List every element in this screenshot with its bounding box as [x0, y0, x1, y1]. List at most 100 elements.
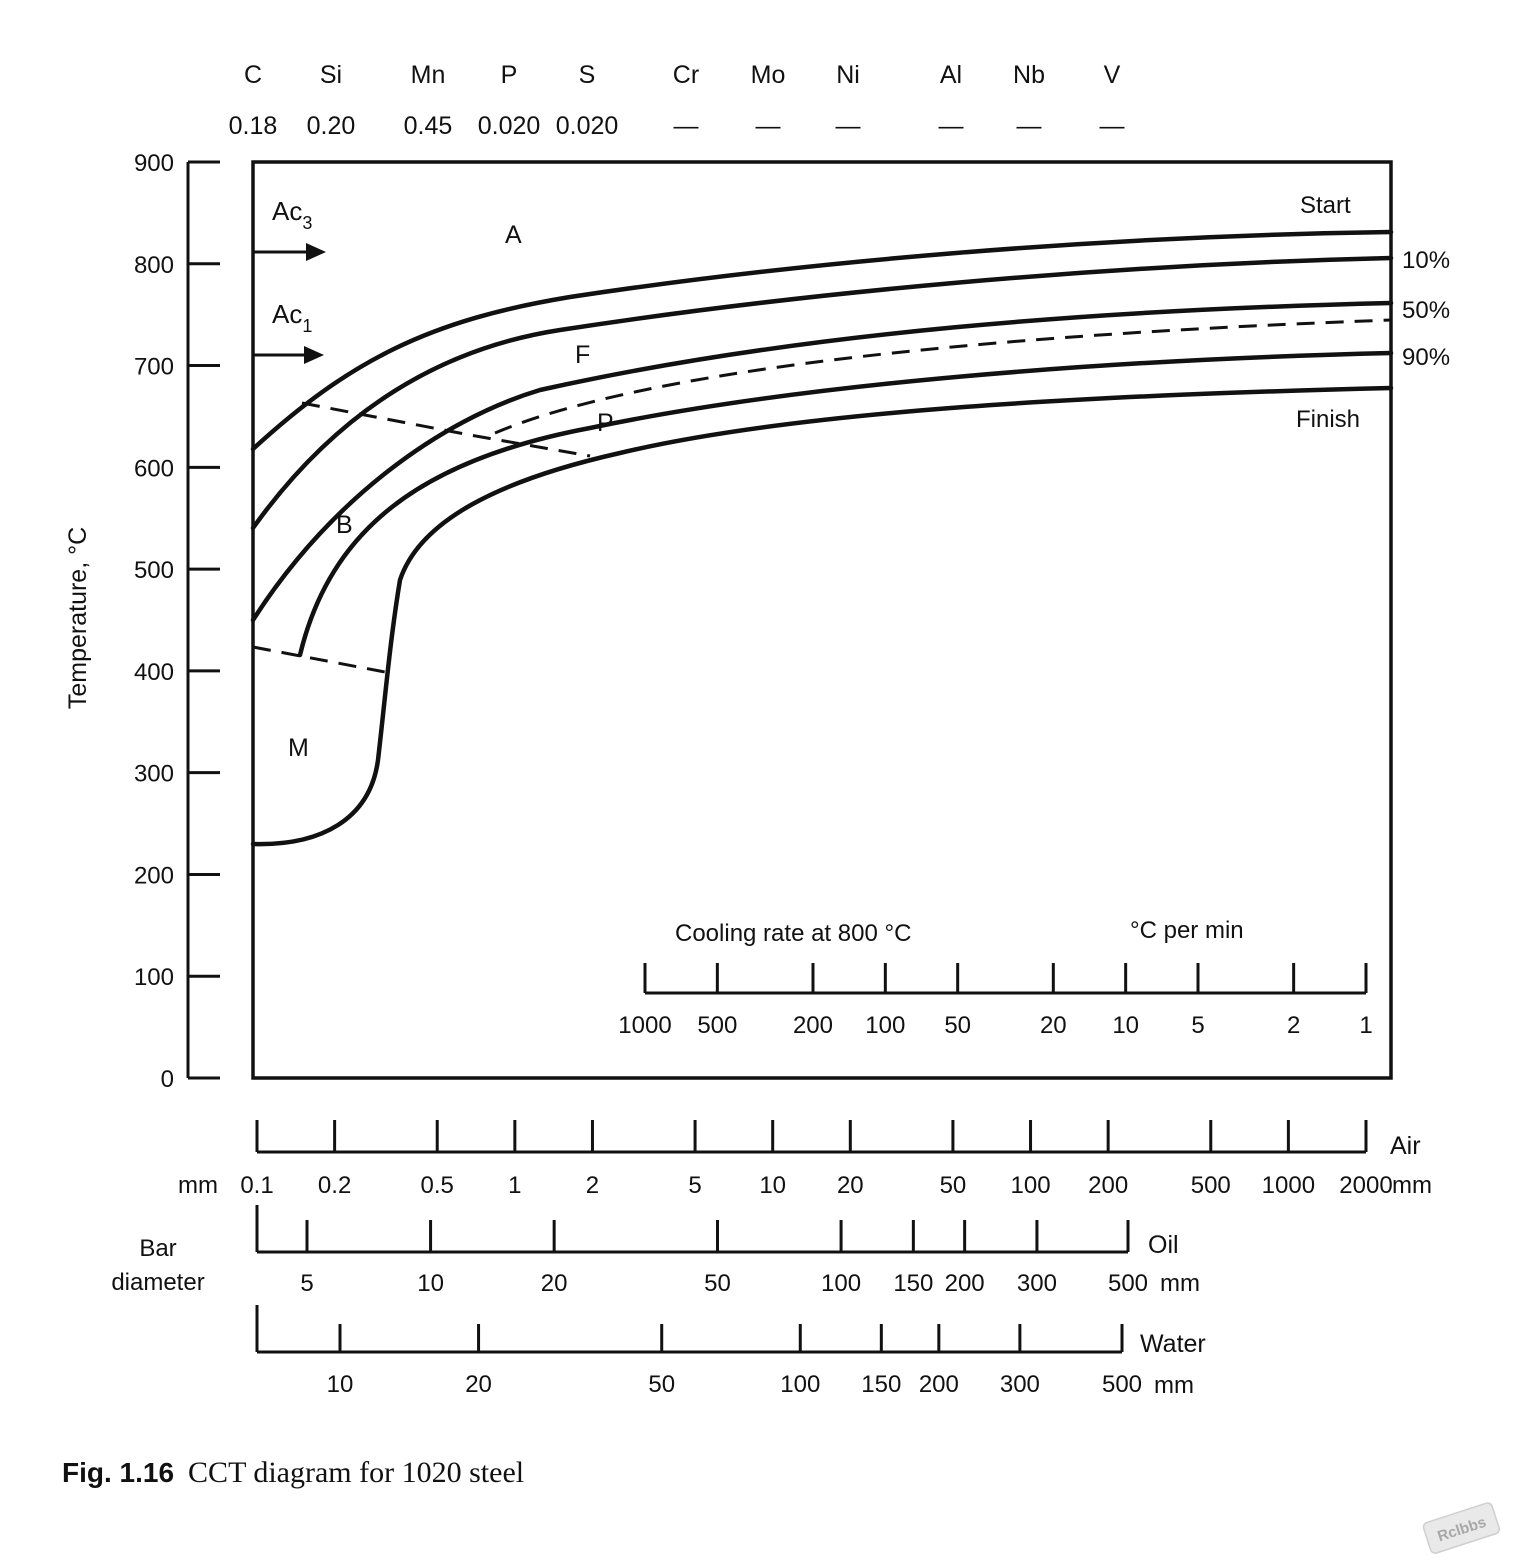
martensite-start-line: [252, 645, 386, 674]
scale-tick-label: 100: [821, 1270, 861, 1297]
ac1-marker: Ac1: [253, 299, 324, 364]
scale-tick-label: 1000: [618, 1012, 671, 1039]
curve-label-50: 50%: [1402, 297, 1450, 324]
fifty-percent-curve: [250, 300, 1394, 623]
element-value: —: [756, 112, 781, 140]
scale-tick-label: 50: [940, 1172, 967, 1199]
oil-scale-name: Oil: [1148, 1231, 1179, 1259]
element-symbol: Si: [320, 61, 342, 89]
element-value: 0.18: [229, 112, 278, 140]
scale-tick-label: 300: [1017, 1270, 1057, 1297]
scale-tick-label: 2: [1287, 1012, 1300, 1039]
air-scale-unit-right: mm: [1392, 1172, 1432, 1199]
scale-tick-label: 150: [861, 1371, 901, 1398]
element-value: 0.020: [556, 112, 619, 140]
scale-tick-label: 0.1: [240, 1172, 273, 1199]
oil-scale-unit: mm: [1160, 1270, 1200, 1297]
y-tick-label: 300: [134, 761, 174, 788]
element-value: 0.45: [404, 112, 453, 140]
element-value: 0.20: [307, 112, 356, 140]
ac3-label: Ac3: [272, 196, 312, 233]
watermark-stamp: Rclbbs: [1422, 1502, 1501, 1554]
curve-label-90: 90%: [1402, 344, 1450, 371]
scale-tick-label: 200: [1088, 1172, 1128, 1199]
element-value: —: [1017, 112, 1042, 140]
air-scale-unit-left: mm: [178, 1172, 218, 1199]
element-symbol: V: [1104, 61, 1121, 89]
y-axis: 0 100 200 300 400 500 600 700 800 900: [134, 150, 220, 1093]
scale-tick-label: 50: [648, 1371, 675, 1398]
scale-tick-label: 5: [688, 1172, 701, 1199]
oil-scale-ticks: 5 10 20 50 100 150 200 300 500: [300, 1220, 1148, 1297]
element-symbol: Mn: [411, 61, 446, 89]
element-value: —: [674, 112, 699, 140]
scale-tick-label: 10: [327, 1371, 354, 1398]
scale-tick-label: 50: [944, 1012, 971, 1039]
ac3-marker: Ac3: [253, 196, 326, 261]
ac1-label: Ac1: [272, 299, 312, 336]
y-tick-label: 200: [134, 862, 174, 889]
scale-tick-label: 10: [759, 1172, 786, 1199]
curve-label-10: 10%: [1402, 247, 1450, 274]
composition-table: C Si Mn P S Cr Mo Ni Al Nb V 0.18 0.20 0.45 0.020 0.020…: [229, 61, 1125, 140]
phase-label-pearlite: P: [597, 409, 614, 437]
curve-label-start: Start: [1300, 192, 1351, 219]
water-scale-name: Water: [1140, 1330, 1206, 1358]
bar-diameter-label-line1: Bar: [139, 1235, 176, 1262]
curve-label-finish: Finish: [1296, 406, 1360, 433]
scale-tick-label: 200: [919, 1371, 959, 1398]
element-symbol: P: [501, 61, 518, 89]
y-tick-label: 600: [134, 455, 174, 482]
water-scale-ticks: 10 20 50 100 150 200 300 500: [327, 1324, 1142, 1398]
scale-tick-label: 2000: [1339, 1172, 1392, 1199]
scale-tick-label: 200: [793, 1012, 833, 1039]
cooling-rate-ticks: 1000 500 200 100 50 20 10 5 2 1: [618, 963, 1373, 1039]
air-scale-ticks: 0.1 0.2 0.5 1 2 5 10 20 50 100 200 500 1000 2000: [240, 1120, 1393, 1199]
scale-tick-label: 20: [465, 1371, 492, 1398]
scale-tick-label: 0.5: [421, 1172, 454, 1199]
scale-tick-label: 1: [1359, 1012, 1372, 1039]
cooling-rate-label: Cooling rate at 800 °C: [675, 920, 911, 947]
scale-tick-label: 20: [541, 1270, 568, 1297]
phase-label-austenite: A: [505, 221, 522, 249]
water-scale-unit: mm: [1154, 1372, 1194, 1399]
bar-diameter-label-line2: diameter: [111, 1269, 204, 1296]
figure-caption-label: Fig. 1.16: [62, 1457, 174, 1488]
scale-tick-label: 5: [300, 1270, 313, 1297]
phase-label-bainite: B: [336, 511, 353, 539]
scale-tick-label: 100: [865, 1012, 905, 1039]
scale-tick-label: 50: [704, 1270, 731, 1297]
element-value: —: [939, 112, 964, 140]
scale-tick-label: 1: [508, 1172, 521, 1199]
scale-tick-label: 5: [1191, 1012, 1204, 1039]
element-symbol: Al: [940, 61, 962, 89]
scale-tick-label: 20: [837, 1172, 864, 1199]
element-symbol: Cr: [673, 61, 699, 89]
scale-tick-label: 1000: [1262, 1172, 1315, 1199]
scale-tick-label: 500: [1102, 1371, 1142, 1398]
ninety-percent-curve: [297, 350, 1394, 658]
scale-tick-label: 300: [1000, 1371, 1040, 1398]
element-value: —: [836, 112, 861, 140]
element-symbol: C: [244, 61, 262, 89]
pearlite-start-dashed-curve: [494, 318, 1392, 435]
element-symbol: Nb: [1013, 61, 1045, 89]
y-tick-label: 400: [134, 659, 174, 686]
scale-tick-label: 10: [417, 1270, 444, 1297]
scale-tick-label: 100: [1011, 1172, 1051, 1199]
phase-label-ferrite: F: [575, 341, 590, 369]
ten-percent-curve: [250, 255, 1394, 531]
phase-label-martensite: M: [288, 734, 309, 762]
scale-tick-label: 500: [1108, 1270, 1148, 1297]
y-tick-label: 900: [134, 150, 174, 177]
scale-tick-label: 200: [945, 1270, 985, 1297]
scale-tick-label: 100: [780, 1371, 820, 1398]
y-tick-label: 0: [161, 1066, 174, 1093]
scale-tick-label: 0.2: [318, 1172, 351, 1199]
y-tick-label: 100: [134, 964, 174, 991]
y-tick-label: 500: [134, 557, 174, 584]
element-symbol: S: [579, 61, 596, 89]
element-symbol: Mo: [751, 61, 786, 89]
y-tick-label: 800: [134, 252, 174, 279]
